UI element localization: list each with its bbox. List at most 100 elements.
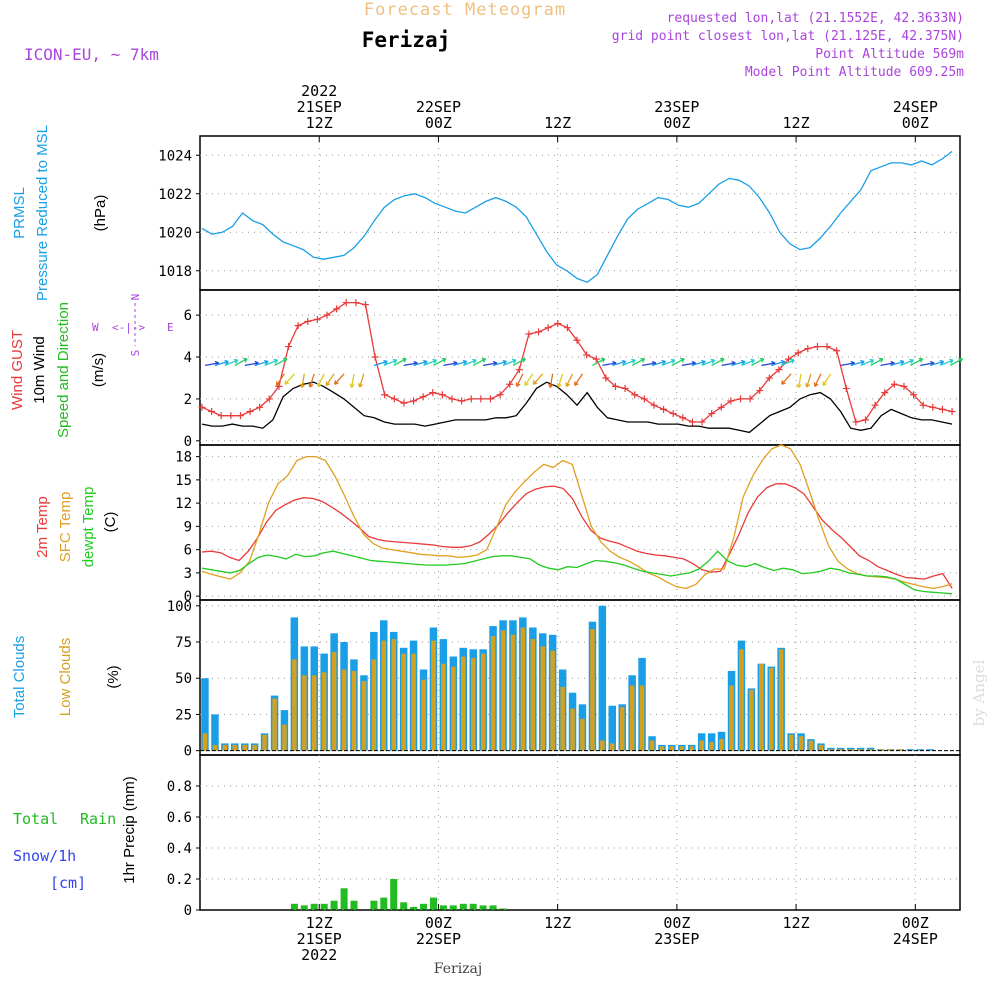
gust-marker [256, 403, 264, 411]
bar-low-clouds [381, 640, 386, 751]
bottom-axis-label: 23SEP [654, 930, 699, 948]
bar-low-clouds [530, 639, 536, 751]
bar-low-clouds [729, 685, 734, 751]
model-label: ICON-EU, ~ 7km [24, 45, 159, 64]
gust-marker [236, 412, 244, 420]
bar-low-clouds [610, 743, 615, 751]
bar-rain [380, 897, 388, 910]
y-tick-label: 4 [184, 350, 192, 366]
top-axis-label: 22SEP [416, 98, 461, 116]
gust-marker [765, 374, 773, 382]
compass-arrows: <-|-> [112, 321, 145, 334]
gust-marker [554, 320, 562, 328]
gust-marker [313, 315, 321, 323]
bar-low-clouds [520, 627, 526, 751]
rain-total-label: Total [13, 810, 58, 828]
gust-marker [563, 324, 571, 332]
gust-marker [323, 311, 331, 319]
gust-marker [381, 391, 389, 399]
bar-rain [370, 900, 378, 910]
wind-direction-arrow [453, 359, 468, 367]
gust-marker [342, 299, 350, 307]
gust-marker [708, 410, 716, 418]
wind-direction-arrow [565, 373, 574, 387]
bar-low-clouds [719, 739, 724, 751]
wind-direction-arrow [860, 358, 875, 367]
bar-low-clouds [580, 718, 585, 751]
wind-direction-arrow [671, 357, 685, 366]
bar-rain [459, 903, 467, 910]
wind-direction-arrow [651, 359, 666, 367]
bar-low-clouds [818, 744, 824, 751]
bar-total-clouds [608, 705, 616, 751]
gust-marker [361, 301, 369, 309]
bottom-axis-label: 12Z [783, 914, 810, 932]
gust-marker [746, 395, 754, 403]
bar-low-clouds [689, 746, 694, 751]
wind-direction-arrow [373, 359, 388, 367]
precipitation-panel: 0 0.2 0.4 0.6 0.8 [167, 754, 961, 919]
temp-panel-labels: 2m Temp SFC Temp dewpt Temp (C) [34, 487, 119, 568]
y-tick-label: 12 [175, 496, 192, 512]
gust-marker [410, 397, 418, 405]
wind-direction-arrow [349, 373, 355, 389]
y-tick-label: 0 [184, 589, 192, 605]
bar-low-clouds [838, 749, 843, 751]
bar-low-clouds [490, 636, 496, 751]
gust-marker [910, 391, 918, 399]
wind-direction-arrow [214, 359, 229, 367]
y-tick-label: 1020 [158, 225, 192, 241]
gust-marker [660, 405, 668, 413]
cloud-panel-labels: Total Clouds Low Clouds (%) [11, 636, 122, 719]
compass-e: E [167, 321, 174, 334]
bar-low-clouds [292, 659, 297, 751]
gust-marker [198, 403, 206, 411]
wind-direction-arrow [691, 359, 706, 367]
y-tick-label: 6 [184, 543, 192, 559]
temperature-panel: 0 3 6 9 12 15 18 [175, 444, 961, 605]
wind-direction-arrow [909, 357, 924, 366]
bar-low-clouds [898, 749, 903, 751]
bottom-axis-label: 22SEP [416, 930, 461, 948]
bar-rain [489, 905, 497, 910]
station-title: Ferizaj [362, 28, 451, 52]
gust-marker [285, 343, 293, 351]
wind-direction-arrow [284, 373, 295, 385]
gust-marker [775, 366, 783, 374]
bar-low-clouds [391, 639, 396, 751]
top-axis-label: 00Z [902, 114, 929, 132]
bottom-axis-label: 21SEP [297, 930, 342, 948]
wind-direction-arrow [334, 373, 345, 385]
bar-rain [469, 903, 477, 910]
gust-marker [592, 355, 600, 363]
gust-marker [265, 395, 273, 403]
bar-low-clouds [282, 724, 287, 751]
gust-marker [900, 382, 908, 390]
cm-label: [cm] [50, 874, 86, 892]
pressure-panel: 1018 1020 1022 1024 [158, 135, 961, 291]
bar-low-clouds [709, 742, 714, 751]
bar-low-clouds [699, 740, 704, 751]
gust-marker [842, 384, 850, 392]
top-axis-label: 2022 [301, 82, 337, 100]
wind-direction-arrow [631, 357, 646, 366]
bar-low-clouds [252, 744, 257, 751]
gust-marker [419, 393, 427, 401]
bar-low-clouds [272, 698, 277, 751]
bar-low-clouds [570, 708, 575, 751]
bar-low-clouds [828, 749, 834, 751]
top-axis-label: 24SEP [893, 98, 938, 116]
gust-marker [294, 322, 302, 330]
bar-rain [300, 905, 308, 910]
bar-low-clouds [659, 746, 665, 751]
wind-direction-arrow [423, 358, 438, 367]
bar-low-clouds [451, 666, 456, 751]
wind-direction-arrow [813, 373, 822, 387]
y-tick-label: 1024 [158, 148, 192, 164]
bar-rain [499, 908, 507, 910]
bar-low-clouds [739, 649, 744, 751]
info-grid: grid point closest lon,lat (21.125E, 42.… [612, 29, 964, 44]
bar-low-clouds [262, 734, 267, 751]
wind-direction-arrow [234, 357, 248, 366]
